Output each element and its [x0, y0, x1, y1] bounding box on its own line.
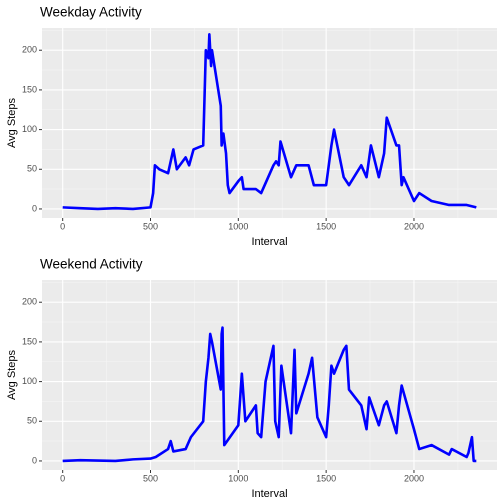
x-tick-label: 1000 — [228, 221, 248, 231]
y-tick-label: 100 — [22, 376, 37, 386]
y-tick-label: 150 — [22, 84, 37, 94]
chart-title: Weekday Activity — [40, 5, 142, 20]
x-tick-label: 0 — [60, 221, 65, 231]
y-tick-label: 200 — [22, 45, 37, 55]
y-axis-title: Avg Steps — [6, 98, 18, 148]
x-tick-label: 500 — [143, 473, 158, 483]
y-tick-label: 0 — [32, 455, 37, 465]
y-tick-label: 100 — [22, 124, 37, 134]
x-tick-label: 2000 — [404, 221, 424, 231]
x-tick-label: 1000 — [228, 473, 248, 483]
x-tick-label: 1500 — [316, 221, 336, 231]
line — [62, 326, 477, 463]
x-axis-title: Interval — [251, 236, 287, 248]
y-axis-title: Avg Steps — [6, 350, 18, 400]
chart-title: Weekend Activity — [40, 257, 143, 272]
y-tick-label: 50 — [27, 164, 37, 174]
x-axis-title: Interval — [251, 488, 287, 500]
y-tick-label: 200 — [22, 297, 37, 307]
x-tick-label: 2000 — [404, 473, 424, 483]
panel-background — [42, 280, 497, 470]
y-tick-label: 50 — [27, 416, 37, 426]
line — [62, 33, 477, 211]
y-tick-label: 150 — [22, 336, 37, 346]
panel-background — [42, 28, 497, 218]
x-tick-label: 1500 — [316, 473, 336, 483]
x-tick-label: 500 — [143, 221, 158, 231]
y-tick-label: 0 — [32, 203, 37, 213]
x-tick-label: 0 — [60, 473, 65, 483]
